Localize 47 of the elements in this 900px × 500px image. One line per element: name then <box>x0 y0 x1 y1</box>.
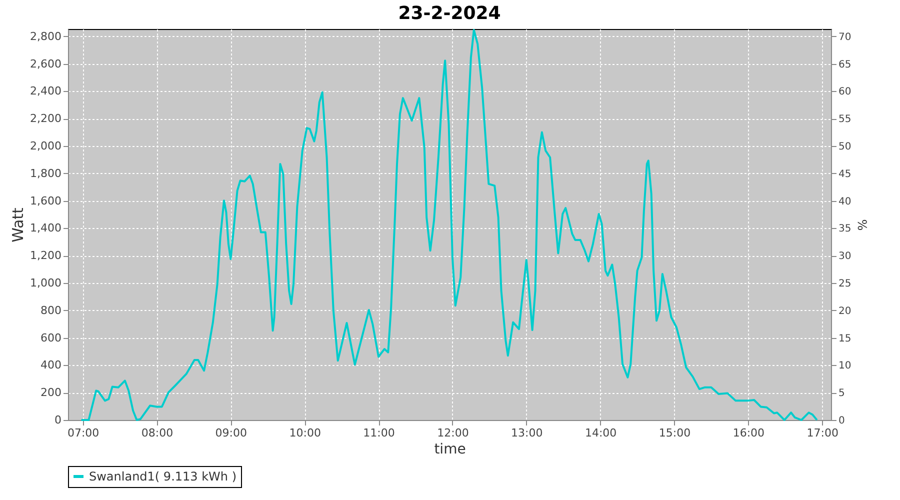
y2-tick-label: 25 <box>838 278 852 290</box>
x-tick-label: 07:00 <box>67 426 100 440</box>
x-tick-label: 17:00 <box>806 426 838 440</box>
y-tick-label: 1,000 <box>30 276 62 290</box>
y-tick-label: 2,200 <box>30 112 62 126</box>
y2-tick-label: 55 <box>838 114 852 126</box>
y2-tick-label: 65 <box>838 59 852 70</box>
y2-tick-label: 50 <box>838 142 852 152</box>
x-tick-label: 16:00 <box>732 426 765 440</box>
y2-tick-label: 5 <box>838 388 845 400</box>
y-tick-label: 400 <box>40 358 62 372</box>
x-tick-label: 13:00 <box>511 426 543 440</box>
chart-title: 23-2-2024 <box>398 2 501 24</box>
y2-tick-label: 40 <box>838 196 852 208</box>
y2-axis-title: % <box>855 219 870 231</box>
y-tick-label: 1,800 <box>30 166 62 180</box>
y-tick-label: 600 <box>40 331 62 344</box>
x-tick-label: 14:00 <box>584 426 617 440</box>
y2-tick-label: 10 <box>838 360 852 372</box>
x-tick-label: 11:00 <box>363 426 395 440</box>
y-axis-title: Watt <box>9 207 28 242</box>
y2-tick-label: 15 <box>838 333 852 344</box>
y2-tick-label: 0 <box>838 416 845 426</box>
y-tick-label: 1,400 <box>30 222 62 235</box>
line-series <box>80 28 818 421</box>
x-tick-label: 09:00 <box>215 426 248 440</box>
y2-tick-label: 20 <box>838 306 852 317</box>
y-tick-label: 1,600 <box>30 194 62 208</box>
y-tick-label: 0 <box>54 414 62 426</box>
y-tick-label: 2,800 <box>30 30 62 43</box>
x-tick-label: 12:00 <box>437 426 469 440</box>
y2-tick-label: 70 <box>838 32 852 43</box>
y2-tick-label: 45 <box>838 168 852 180</box>
legend-label: Swanland1( 9.113 kWh ) <box>89 470 237 484</box>
x-tick-label: 08:00 <box>141 426 174 440</box>
y-tick-label: 200 <box>40 386 62 400</box>
y2-tick-label: 30 <box>838 251 852 262</box>
x-tick-label: 10:00 <box>289 426 321 440</box>
y2-tick-label: 60 <box>838 86 852 98</box>
x-tick-label: 15:00 <box>658 426 691 440</box>
y2-tick-label: 35 <box>838 224 852 235</box>
y-tick-label: 2,600 <box>30 57 62 70</box>
y-tick-label: 1,200 <box>30 249 62 262</box>
y-tick-label: 800 <box>40 304 62 317</box>
y-tick-label: 2,400 <box>30 84 62 98</box>
x-axis-title: time <box>434 442 466 458</box>
y-tick-label: 2,000 <box>30 140 62 152</box>
